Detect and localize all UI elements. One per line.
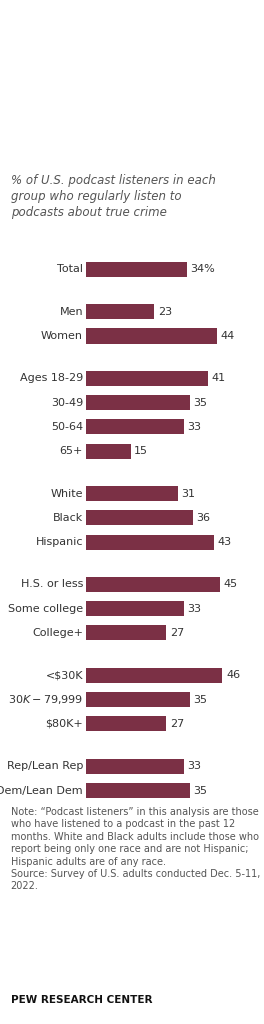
Text: Women: Women xyxy=(41,331,83,341)
Text: % of U.S. podcast listeners in each
group who regularly listen to
podcasts about: % of U.S. podcast listeners in each grou… xyxy=(11,174,215,219)
Text: Dem/Lean Dem: Dem/Lean Dem xyxy=(0,785,83,796)
Text: Men: Men xyxy=(59,307,83,316)
Text: 35: 35 xyxy=(194,785,208,796)
Bar xyxy=(86,601,184,616)
Bar xyxy=(86,577,219,592)
Text: Rep/Lean Rep: Rep/Lean Rep xyxy=(7,761,83,771)
Text: 43: 43 xyxy=(217,537,232,547)
Text: Hispanic: Hispanic xyxy=(36,537,83,547)
Text: Note: “Podcast listeners” in this analysis are those who have listened to a podc: Note: “Podcast listeners” in this analys… xyxy=(11,807,260,891)
Text: PEW RESEARCH CENTER: PEW RESEARCH CENTER xyxy=(11,995,152,1006)
Bar xyxy=(86,759,184,774)
Text: 36: 36 xyxy=(196,513,210,523)
Text: Some college: Some college xyxy=(8,604,83,613)
Bar xyxy=(86,395,190,411)
Text: 41: 41 xyxy=(211,374,225,383)
Bar xyxy=(86,262,187,276)
Bar xyxy=(86,443,130,459)
Bar xyxy=(86,668,223,683)
Bar xyxy=(86,329,216,343)
Text: 33: 33 xyxy=(188,604,202,613)
Text: 33: 33 xyxy=(188,422,202,432)
Text: 35: 35 xyxy=(194,397,208,408)
Bar xyxy=(86,486,178,501)
Text: 34%: 34% xyxy=(191,264,215,274)
Text: 50-64: 50-64 xyxy=(51,422,83,432)
Text: Ages 18-29: Ages 18-29 xyxy=(20,374,83,383)
Bar xyxy=(86,692,190,708)
Bar xyxy=(86,510,193,525)
Text: College+: College+ xyxy=(32,628,83,638)
Text: 15: 15 xyxy=(134,446,148,456)
Text: 33: 33 xyxy=(188,761,202,771)
Text: 45: 45 xyxy=(223,580,237,590)
Bar xyxy=(86,371,208,386)
Text: 27: 27 xyxy=(170,628,184,638)
Bar xyxy=(86,420,184,434)
Bar xyxy=(86,783,190,798)
Text: White: White xyxy=(51,488,83,499)
Text: 46: 46 xyxy=(226,671,240,680)
Text: Black: Black xyxy=(53,513,83,523)
Bar xyxy=(86,535,214,550)
Text: 65+: 65+ xyxy=(60,446,83,456)
Text: <$30K: <$30K xyxy=(46,671,83,680)
Text: 23: 23 xyxy=(158,307,172,316)
Text: 30-49: 30-49 xyxy=(51,397,83,408)
Text: 31: 31 xyxy=(182,488,196,499)
Text: 44: 44 xyxy=(220,331,234,341)
Text: H.S. or less: H.S. or less xyxy=(21,580,83,590)
Text: 27: 27 xyxy=(170,719,184,729)
Bar xyxy=(86,717,166,731)
Text: $30K-$79,999: $30K-$79,999 xyxy=(8,693,83,707)
Bar xyxy=(86,626,166,640)
Text: $80K+: $80K+ xyxy=(45,719,83,729)
Text: Total: Total xyxy=(57,264,83,274)
Text: 35: 35 xyxy=(194,694,208,705)
Bar xyxy=(86,304,154,319)
